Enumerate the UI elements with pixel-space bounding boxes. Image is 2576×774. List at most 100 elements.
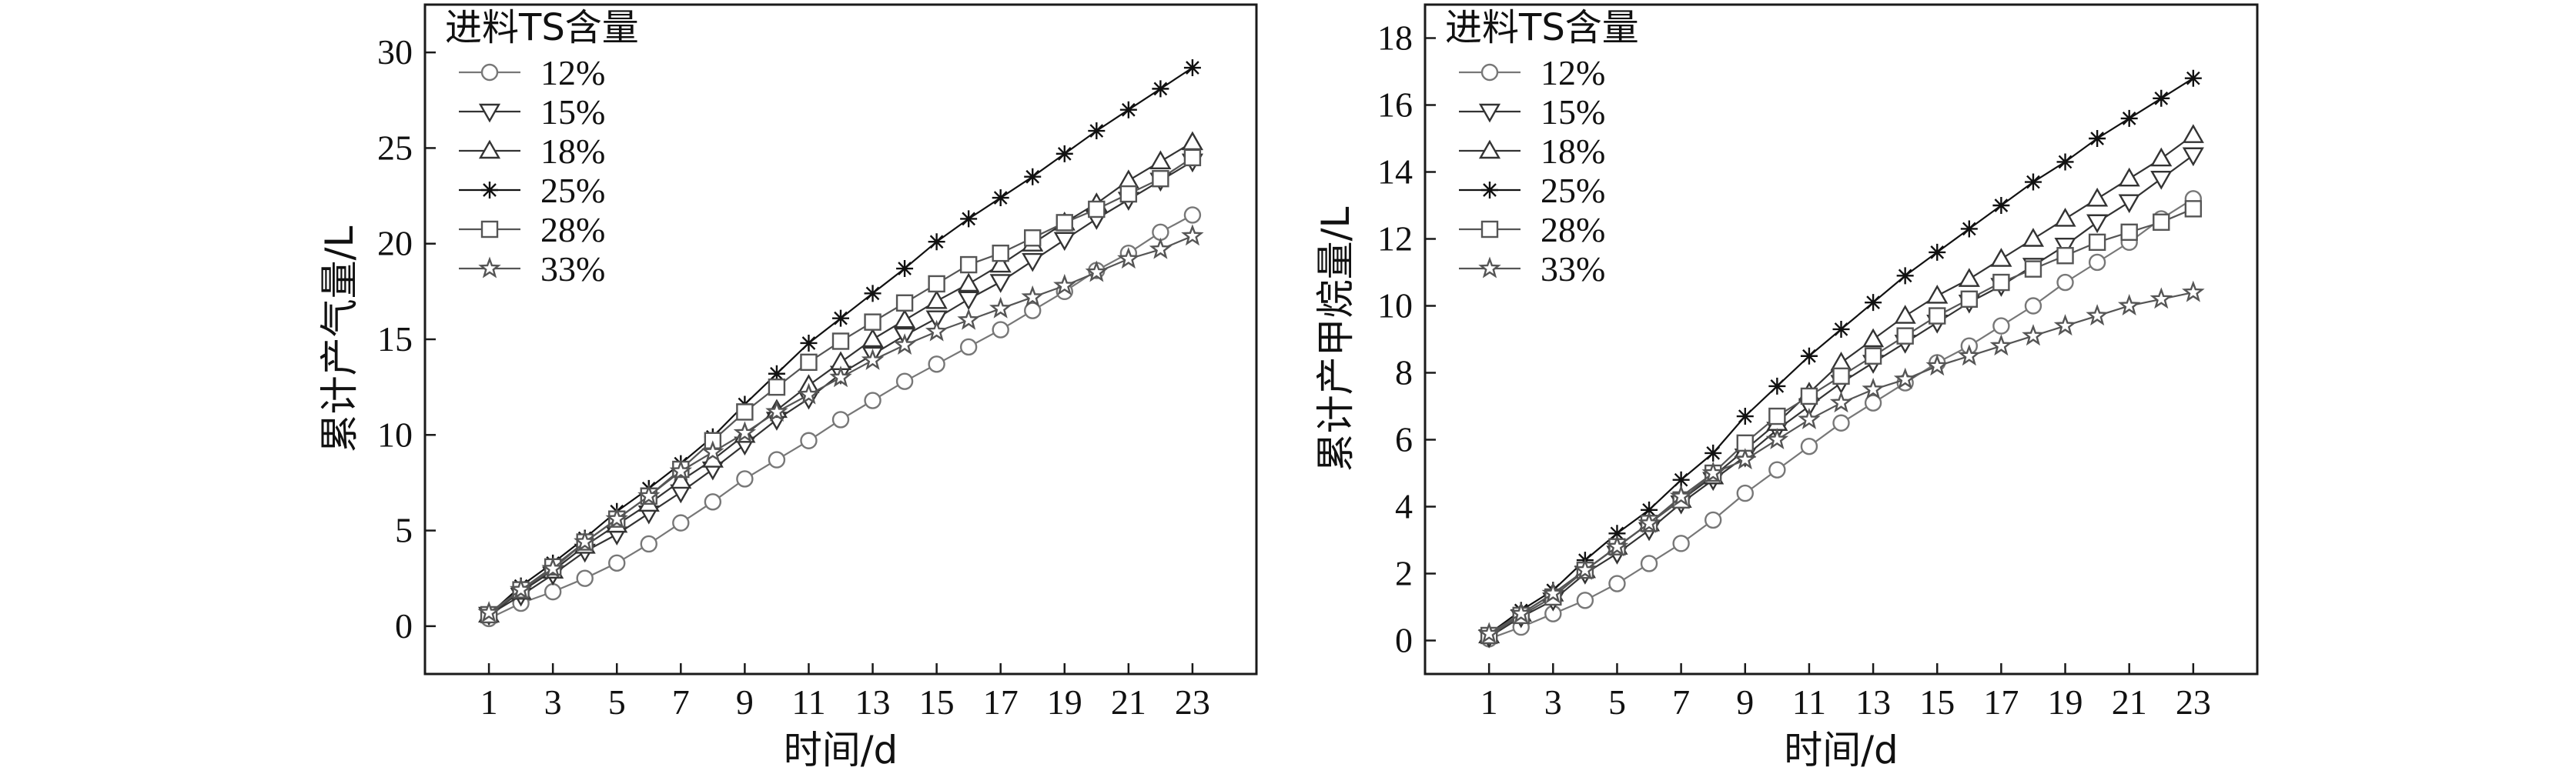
marker-triangle-down bbox=[1478, 103, 1501, 123]
marker-asterisk bbox=[896, 260, 914, 278]
marker-circle bbox=[959, 338, 978, 356]
marker-star bbox=[765, 400, 788, 422]
marker-star bbox=[1638, 511, 1661, 533]
marker-circle bbox=[800, 432, 818, 449]
marker-asterisk bbox=[960, 210, 978, 228]
marker-asterisk bbox=[864, 285, 882, 302]
y-tick-label: 16 bbox=[1377, 85, 1413, 125]
legend-item: 15% bbox=[459, 92, 605, 132]
marker-star bbox=[477, 601, 500, 623]
marker-square bbox=[1832, 367, 1850, 385]
y-tick-label: 10 bbox=[377, 415, 413, 454]
legend-item: 25% bbox=[1459, 171, 1605, 210]
marker-asterisk bbox=[1183, 59, 1201, 77]
marker-triangle-up bbox=[925, 289, 948, 309]
marker-asterisk bbox=[1481, 182, 1498, 199]
marker-star bbox=[1829, 391, 1853, 413]
x-tick-label: 23 bbox=[1175, 682, 1210, 722]
marker-square bbox=[1055, 214, 1073, 232]
y-tick-label: 4 bbox=[1395, 487, 1413, 526]
marker-square bbox=[928, 275, 945, 293]
marker-asterisk bbox=[2184, 69, 2202, 87]
y-axis-title: 累计产气量/L bbox=[317, 226, 362, 453]
x-tick-label: 11 bbox=[1792, 682, 1826, 722]
marker-star bbox=[574, 530, 597, 552]
marker-square bbox=[959, 255, 978, 274]
marker-star bbox=[701, 440, 724, 462]
marker-circle bbox=[608, 554, 626, 572]
x-tick-label: 15 bbox=[1919, 682, 1955, 722]
marker-circle bbox=[1480, 63, 1499, 82]
marker-asterisk bbox=[1768, 377, 1786, 395]
marker-star bbox=[541, 556, 564, 579]
legend-item: 15% bbox=[1459, 92, 1605, 132]
x-tick-label: 17 bbox=[1983, 682, 2019, 722]
marker-star bbox=[1574, 558, 1597, 580]
marker-square bbox=[1864, 347, 1882, 365]
marker-square bbox=[768, 378, 786, 396]
marker-triangle-down bbox=[925, 310, 948, 330]
marker-asterisk bbox=[1800, 347, 1818, 365]
marker-circle bbox=[831, 411, 850, 429]
y-tick-label: 8 bbox=[1395, 353, 1413, 392]
x-tick-label: 11 bbox=[791, 682, 825, 722]
marker-square bbox=[831, 332, 850, 350]
marker-triangle-up bbox=[894, 309, 916, 329]
series-line bbox=[1488, 292, 2194, 635]
marker-asterisk bbox=[1088, 122, 1106, 140]
x-tick-label: 23 bbox=[2176, 682, 2211, 722]
marker-triangle-up bbox=[861, 328, 884, 348]
y-tick-label: 25 bbox=[377, 128, 413, 167]
legend-label: 33% bbox=[1541, 249, 1605, 289]
x-axis-title: 时间/d bbox=[1784, 728, 1899, 772]
marker-circle bbox=[2056, 273, 2074, 292]
y-tick-label: 5 bbox=[395, 511, 413, 550]
legend-label: 33% bbox=[540, 249, 605, 289]
legend-title: 进料TS含量 bbox=[445, 6, 639, 49]
marker-circle bbox=[1672, 535, 1690, 552]
marker-star bbox=[637, 484, 661, 506]
x-tick-label: 19 bbox=[2048, 682, 2083, 722]
x-tick-label: 1 bbox=[1480, 682, 1498, 722]
marker-star bbox=[797, 382, 821, 405]
marker-circle bbox=[864, 392, 882, 409]
marker-star bbox=[478, 256, 501, 279]
x-tick-label: 13 bbox=[855, 682, 891, 722]
marker-circle bbox=[544, 582, 562, 601]
marker-triangle-down bbox=[2182, 147, 2204, 167]
marker-circle bbox=[1992, 317, 2010, 335]
x-tick-label: 19 bbox=[1047, 682, 1082, 722]
x-tick-label: 9 bbox=[736, 682, 754, 722]
marker-triangle-up bbox=[2150, 147, 2173, 167]
marker-triangle-up bbox=[989, 253, 1012, 273]
marker-triangle-up bbox=[1894, 305, 1916, 324]
y-tick-label: 0 bbox=[395, 606, 413, 646]
marker-star bbox=[1765, 428, 1789, 450]
marker-asterisk bbox=[2056, 153, 2074, 171]
marker-star bbox=[1085, 260, 1109, 282]
marker-star bbox=[1478, 256, 1501, 279]
marker-triangle-up bbox=[1149, 150, 1172, 170]
marker-star bbox=[1862, 377, 1885, 399]
marker-square bbox=[895, 294, 914, 312]
marker-asterisk bbox=[832, 309, 849, 327]
marker-circle bbox=[1640, 555, 1658, 572]
marker-square bbox=[1960, 290, 1979, 308]
marker-asterisk bbox=[481, 182, 498, 199]
marker-circle bbox=[640, 535, 657, 553]
marker-circle bbox=[2088, 253, 2106, 272]
marker-star bbox=[2053, 314, 2077, 336]
marker-circle bbox=[1768, 461, 1786, 479]
legend-item: 18% bbox=[1459, 132, 1605, 171]
marker-triangle-down bbox=[2118, 194, 2140, 214]
x-tick-label: 5 bbox=[1608, 682, 1626, 722]
x-tick-label: 17 bbox=[983, 682, 1019, 722]
marker-star bbox=[1989, 334, 2013, 356]
marker-asterisk bbox=[1608, 525, 1626, 542]
legend-label: 12% bbox=[1541, 53, 1605, 92]
marker-square bbox=[1024, 229, 1042, 247]
marker-star bbox=[605, 507, 628, 529]
legend: 进料TS含量 12%15%18%25%28%33% bbox=[445, 6, 639, 289]
legend-label: 12% bbox=[540, 53, 605, 92]
